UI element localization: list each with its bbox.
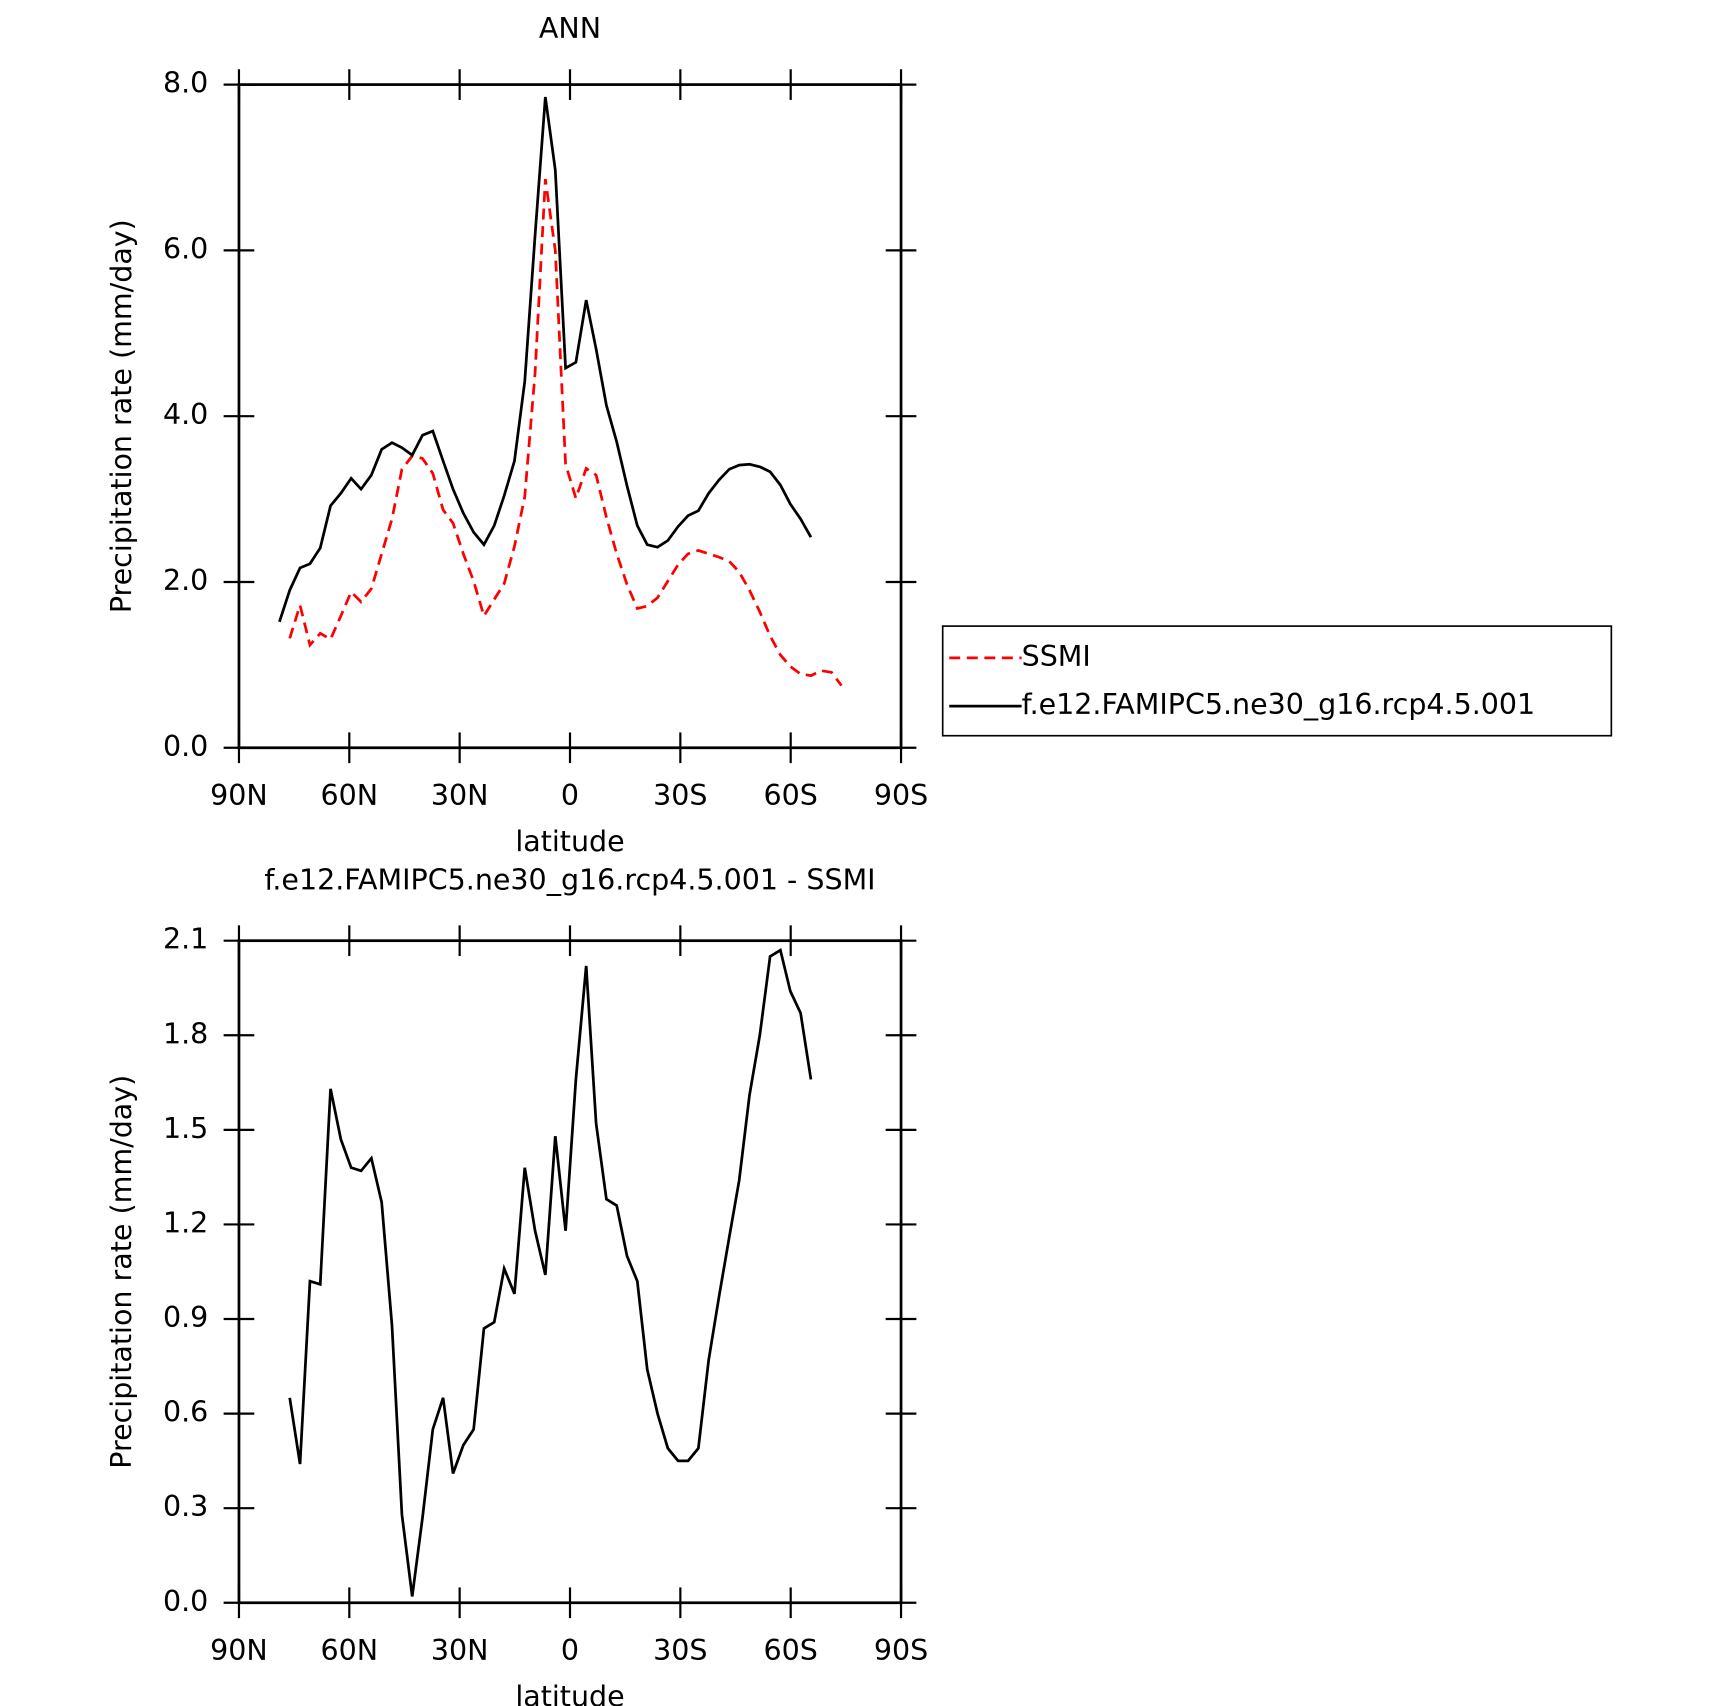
x-tick-label: 60N (321, 1634, 379, 1667)
series-line (288, 178, 843, 687)
y-tick-label: 1.2 (163, 1206, 208, 1239)
x-tick-label: 90N (210, 1634, 268, 1667)
y-tick-label: 0.0 (163, 1585, 208, 1618)
y-tick-label: 0.9 (163, 1301, 208, 1334)
x-axis-label: latitude (515, 1680, 624, 1706)
y-tick-label: 6.0 (163, 232, 208, 265)
legend-label: f.e12.FAMIPC5.ne30_g16.rcp4.5.001 (1022, 688, 1536, 721)
x-tick-label: 30N (431, 779, 489, 812)
x-tick-label: 60N (321, 779, 379, 812)
chart-title: f.e12.FAMIPC5.ne30_g16.rcp4.5.001 - SSMI (264, 863, 875, 896)
y-tick-label: 4.0 (163, 398, 208, 431)
x-tick-label: 60S (764, 1634, 818, 1667)
x-tick-label: 30N (431, 1634, 489, 1667)
x-tick-label: 0 (561, 779, 579, 812)
x-tick-label: 90N (210, 779, 268, 812)
series-line (288, 948, 813, 1597)
x-tick-label: 30S (653, 779, 707, 812)
y-axis-label: Precipitation rate (mm/day) (105, 1075, 138, 1469)
y-tick-label: 2.0 (163, 564, 208, 597)
x-tick-label: 60S (764, 779, 818, 812)
x-tick-label: 30S (653, 1634, 707, 1667)
x-tick-label: 90S (874, 1634, 928, 1667)
plot-frame (237, 939, 903, 1605)
y-tick-label: 8.0 (163, 67, 208, 100)
y-tick-label: 1.5 (163, 1112, 208, 1145)
x-tick-label: 0 (561, 1634, 579, 1667)
series-line (278, 96, 813, 623)
plot-frame (237, 83, 903, 750)
y-axis-label: Precipitation rate (mm/day) (105, 219, 138, 613)
legend-box (941, 625, 1613, 737)
legend-label: SSMI (1022, 640, 1091, 673)
x-axis-label: latitude (515, 825, 624, 858)
y-tick-label: 1.8 (163, 1017, 208, 1050)
y-tick-label: 0.0 (163, 730, 208, 763)
y-tick-label: 0.3 (163, 1490, 208, 1523)
x-tick-label: 90S (874, 779, 928, 812)
chart-title: ANN (539, 12, 601, 45)
y-tick-label: 0.6 (163, 1396, 208, 1429)
y-tick-label: 2.1 (163, 923, 208, 956)
